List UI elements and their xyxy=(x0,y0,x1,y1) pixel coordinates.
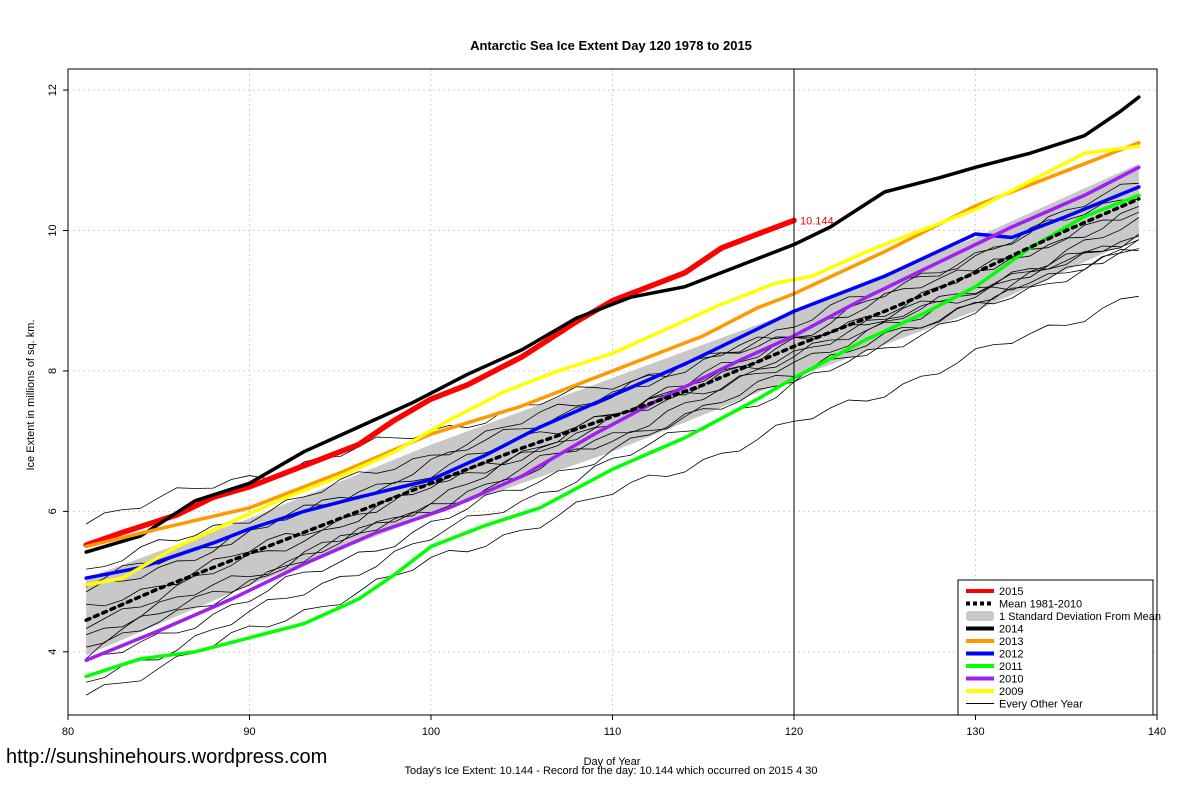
legend-label: 2015 xyxy=(999,586,1023,598)
other-year-line xyxy=(85,205,1139,629)
series-line-2009 xyxy=(84,144,1141,587)
series-line-2010 xyxy=(84,165,1141,662)
other-year-line xyxy=(86,239,1140,683)
watermark-url: http://sunshinehours.wordpress.com xyxy=(6,746,328,768)
series-line-2015 xyxy=(83,217,797,548)
x-tick-label: 140 xyxy=(1148,726,1166,738)
y-tick-label: 4 xyxy=(47,649,59,655)
legend-swatch-band xyxy=(966,611,994,621)
legend-label: 1 Standard Deviation From Mean xyxy=(999,611,1161,623)
chart-title: Antarctic Sea Ice Extent Day 120 1978 to… xyxy=(470,38,752,53)
legend-label: 2009 xyxy=(999,686,1023,698)
y-axis-label: Ice Extent in millions of sq. km. xyxy=(25,320,37,471)
current-value-label: 10.144 xyxy=(800,215,834,227)
series-line-mean-1981-2010 xyxy=(84,197,1141,622)
legend-label: Mean 1981-2010 xyxy=(999,599,1082,611)
footer-record-text: Today's Ice Extent: 10.144 - Record for … xyxy=(404,765,818,777)
series-line-2011 xyxy=(84,193,1141,679)
x-tick-label: 130 xyxy=(966,726,984,738)
other-year-line xyxy=(86,233,1140,607)
other-year-line xyxy=(86,211,1140,570)
series-line-2012 xyxy=(84,185,1141,580)
y-tick-label: 12 xyxy=(47,84,59,96)
x-tick-label: 110 xyxy=(604,726,622,738)
legend-label: 2012 xyxy=(999,649,1023,661)
x-tick-label: 120 xyxy=(785,726,803,738)
y-tick-label: 8 xyxy=(47,368,59,374)
x-tick-label: 90 xyxy=(243,726,255,738)
legend-label: 2014 xyxy=(999,624,1023,636)
legend-label: 2010 xyxy=(999,674,1023,686)
other-year-line xyxy=(85,295,1139,696)
x-axis-label: Day of Year xyxy=(584,756,641,768)
legend-label: Every Other Year xyxy=(999,699,1083,711)
x-tick-label: 80 xyxy=(62,726,74,738)
plot-area: 10.144 80 90 100 110 120 130 140 4 6 8 10 12 2015Mean… xyxy=(47,68,1166,738)
y-tick-label: 6 xyxy=(47,508,59,514)
stddev-band xyxy=(86,163,1139,656)
series-line-2014 xyxy=(84,95,1141,554)
x-tick-label: 100 xyxy=(422,726,440,738)
y-tick-label: 10 xyxy=(47,224,59,236)
legend-label: 2013 xyxy=(999,636,1023,648)
other-year-line xyxy=(86,239,1139,660)
legend-label: 2011 xyxy=(999,661,1023,673)
